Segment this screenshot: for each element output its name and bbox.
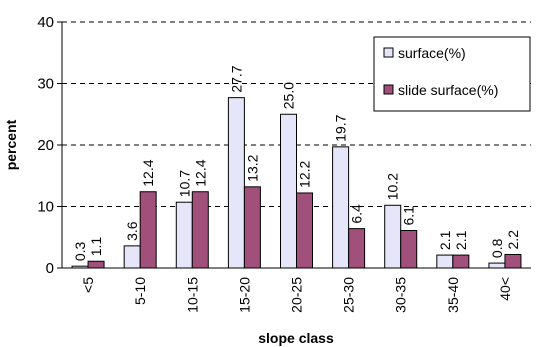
data-label: 10.7 [176, 170, 192, 197]
data-label: 6.4 [349, 204, 365, 224]
x-category-label: 30-35 [393, 277, 409, 313]
data-label: 12.4 [192, 159, 208, 186]
bar [384, 204, 402, 269]
bar [400, 229, 418, 269]
legend-label-surface: surface(%) [398, 45, 466, 61]
data-label: 25.0 [281, 82, 297, 109]
y-tick-label: 0 [46, 260, 54, 277]
bar [243, 186, 261, 269]
y-tick-label: 30 [37, 76, 54, 93]
x-category-label: 25-30 [341, 277, 357, 313]
legend: surface(%) slide surface(%) [373, 36, 531, 112]
bar [175, 201, 193, 269]
data-labels: 0.3 1.13.612.4 10.7 12.427.713.225.012.219.… [72, 65, 521, 261]
data-label: 10.2 [385, 173, 401, 200]
legend-swatch-slide-surface [383, 84, 394, 95]
bar [488, 262, 506, 269]
data-label: 2.2 [505, 230, 521, 250]
x-category-label: <5 [80, 277, 96, 293]
bar [504, 253, 522, 269]
data-label: 6.1 [401, 206, 417, 226]
data-label: 2.1 [437, 230, 453, 250]
bar [227, 97, 245, 269]
legend-box [373, 36, 531, 112]
data-label: 27.7 [228, 65, 244, 92]
bar [191, 191, 209, 269]
data-label: 2.1 [453, 230, 469, 250]
bar [123, 245, 141, 269]
x-category-label: 20-25 [289, 277, 305, 313]
data-label: 19.7 [333, 114, 349, 141]
data-label: 12.4 [140, 159, 156, 186]
y-tick-label: 10 [37, 199, 54, 216]
x-axis-categories: <5 5-10 10-15 15-20 20-25 25-30 30-35 35-40 40< [80, 277, 513, 313]
bar [87, 260, 105, 269]
legend-swatch-surface [383, 47, 394, 58]
bar [436, 254, 454, 269]
data-label: 3.6 [124, 221, 140, 241]
bar [348, 228, 366, 269]
x-category-label: 10-15 [184, 277, 200, 313]
bar [280, 113, 297, 269]
y-axis-ticks: 0 10 20 30 40 [37, 14, 62, 277]
data-label: 0.8 [489, 238, 505, 258]
y-axis-title: percent [3, 119, 19, 170]
x-category-label: 35-40 [445, 277, 461, 313]
data-label: 13.2 [244, 154, 260, 181]
bar [332, 146, 350, 269]
data-label: 1.1 [88, 237, 104, 257]
legend-label-slide-surface: slide surface(%) [398, 82, 498, 98]
y-tick-label: 40 [37, 14, 54, 31]
bar [452, 254, 470, 269]
bar [296, 192, 313, 269]
bar [139, 191, 157, 269]
x-category-label: 5-10 [132, 277, 148, 305]
x-category-label: 40< [497, 277, 513, 301]
y-tick-label: 20 [37, 137, 54, 154]
data-label: 0.3 [72, 241, 88, 261]
data-label: 12.2 [297, 161, 313, 188]
x-axis-title: slope class [258, 330, 334, 346]
x-category-label: 15-20 [236, 277, 252, 313]
